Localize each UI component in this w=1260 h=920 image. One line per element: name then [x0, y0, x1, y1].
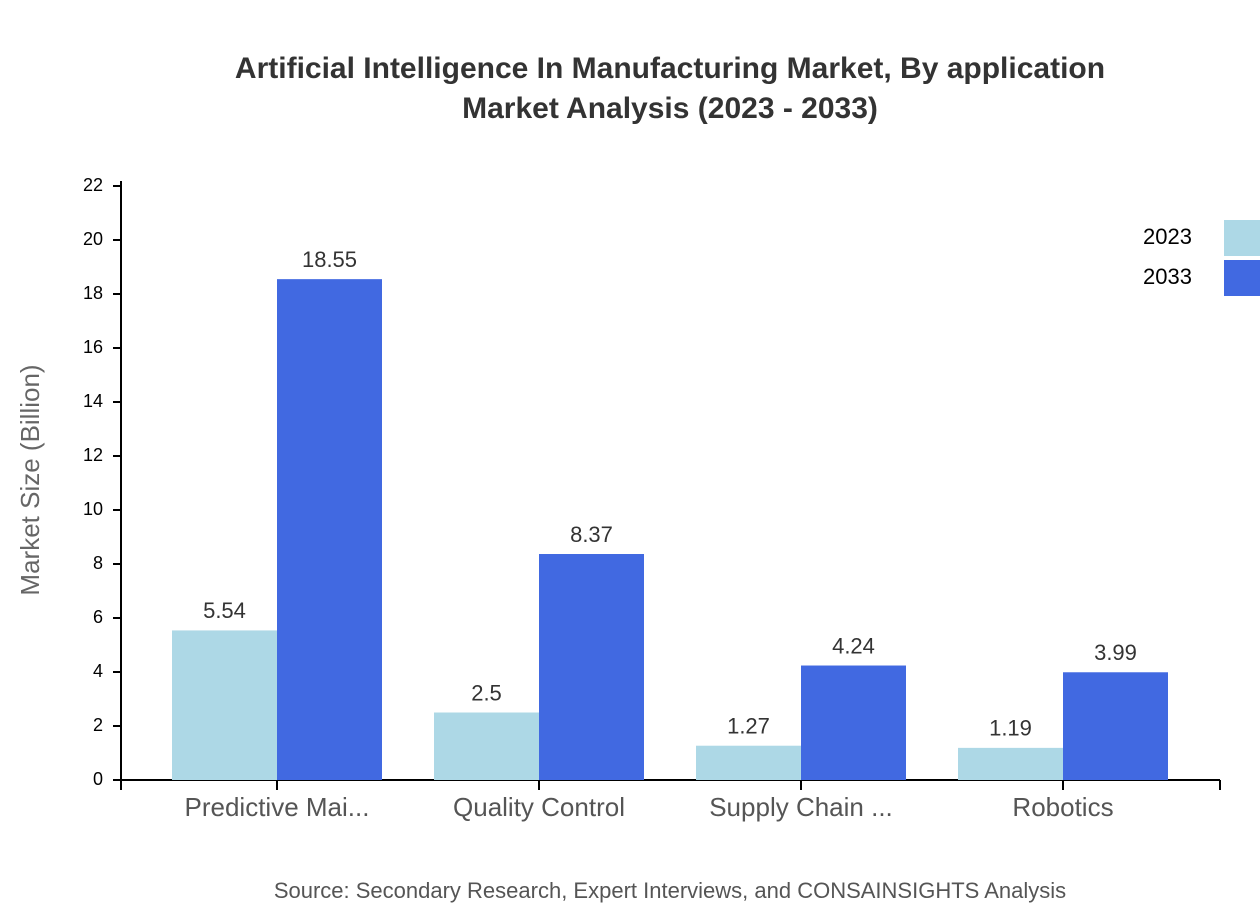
bar-value-label: 3.99: [1094, 640, 1137, 665]
bar-value-label: 18.55: [302, 247, 357, 272]
y-tick-label: 18: [83, 283, 103, 303]
x-tick-label: Quality Control: [453, 792, 625, 822]
y-tick-label: 0: [93, 769, 103, 789]
bar: [277, 279, 382, 780]
x-tick-label: Robotics: [1012, 792, 1113, 822]
chart-title: Artificial Intelligence In Manufacturing…: [235, 52, 1105, 85]
bar: [539, 554, 644, 780]
legend-label: 2033: [1143, 264, 1192, 289]
y-tick-label: 16: [83, 337, 103, 357]
bar: [958, 747, 1063, 780]
y-tick-label: 12: [83, 445, 103, 465]
y-tick-label: 20: [83, 229, 103, 249]
bar-value-label: 1.27: [727, 714, 770, 739]
chart-subtitle: Market Analysis (2023 - 2033): [462, 92, 878, 125]
y-tick-label: 2: [93, 715, 103, 735]
legend-swatch: [1224, 220, 1260, 256]
x-tick-label: Predictive Mai...: [185, 792, 370, 822]
bar: [801, 665, 906, 780]
bar: [1063, 672, 1168, 780]
y-tick-label: 10: [83, 499, 103, 519]
y-tick-label: 6: [93, 607, 103, 627]
y-tick-label: 8: [93, 553, 103, 573]
bar-value-label: 2.5: [471, 680, 502, 705]
bar: [434, 712, 539, 780]
bar-value-label: 5.54: [203, 598, 246, 623]
bar-value-label: 4.24: [832, 633, 875, 658]
bar: [696, 745, 801, 780]
legend-label: 2023: [1143, 224, 1192, 249]
bar-value-label: 1.19: [989, 716, 1032, 741]
y-tick-label: 4: [93, 661, 103, 681]
x-tick-label: Supply Chain ...: [709, 792, 893, 822]
legend-swatch: [1224, 260, 1260, 296]
bar: [172, 630, 277, 780]
y-axis-label: Market Size (Billion): [15, 364, 45, 595]
y-tick-label: 22: [83, 175, 103, 195]
bar-value-label: 8.37: [570, 522, 613, 547]
source-note: Source: Secondary Research, Expert Inter…: [274, 878, 1066, 903]
y-tick-label: 14: [83, 391, 103, 411]
